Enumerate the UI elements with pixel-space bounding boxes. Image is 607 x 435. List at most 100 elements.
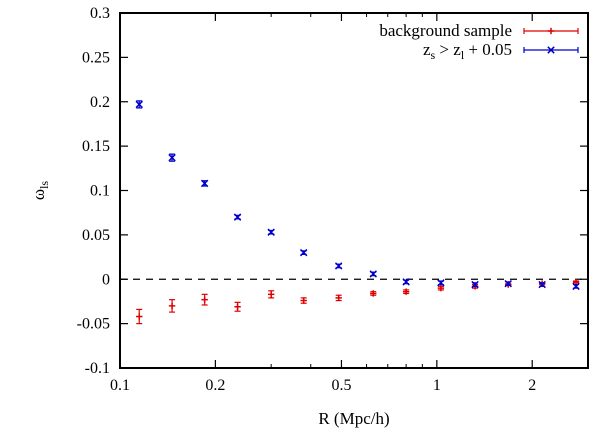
data-point: [168, 153, 176, 162]
y-tick-label: 0.25: [82, 49, 110, 66]
marker-stroke: [437, 279, 445, 287]
point-marker: [572, 282, 580, 291]
point-marker: [471, 280, 479, 289]
data-point: [504, 279, 512, 288]
x-tick-label: 0.1: [110, 377, 130, 394]
marker-stroke: [233, 213, 242, 221]
point-marker: [136, 313, 143, 320]
marker-stroke: [299, 248, 308, 257]
point-marker: [201, 296, 208, 303]
legend-label-mid: > z: [435, 40, 461, 59]
point-marker: [504, 279, 512, 288]
data-point: [334, 262, 343, 270]
legend-sample-background: [523, 27, 579, 35]
legend-label-sub-l: l: [461, 48, 465, 62]
data-point: [538, 280, 546, 289]
marker-stroke: [504, 279, 512, 288]
point-marker: [168, 153, 176, 162]
data-point: [135, 100, 143, 109]
point-marker: [267, 291, 275, 298]
point-marker: [369, 270, 377, 278]
marker-stroke: [135, 100, 143, 109]
y-axis-label: ωls: [29, 181, 51, 201]
point-marker: [437, 279, 445, 287]
data-point: [572, 282, 580, 291]
legend: background sample zs > zl + 0.05: [379, 21, 579, 62]
marker-stroke: [547, 46, 555, 54]
data-point: [234, 301, 241, 312]
data-point: [300, 297, 307, 304]
ticks-layer: -0.1 -0.05 0 0.05 0.1 0.15 0.2 0.25 0.3 0.1 0.2 0.5…: [77, 5, 589, 394]
legend-label-sub-s: s: [431, 48, 436, 62]
legend-sample-zs-cut: [523, 46, 579, 54]
point-marker: [437, 284, 445, 292]
data-point: [402, 278, 410, 286]
data-point: [136, 308, 143, 325]
data-point: [201, 293, 208, 306]
point-marker: [538, 280, 546, 289]
y-tick-label: -0.1: [85, 360, 110, 377]
legend-label-background: background sample: [379, 21, 512, 40]
data-point: [267, 228, 275, 236]
point-marker: [267, 228, 275, 236]
data-point: [267, 290, 275, 299]
data-point: [437, 279, 445, 287]
point-marker: [168, 302, 176, 310]
legend-label-tail: + 0.05: [464, 40, 512, 59]
x-axis-label: R (Mpc/h): [318, 409, 389, 428]
y-tick-label: -0.05: [77, 316, 110, 333]
y-axis-label-sub: ls: [37, 181, 51, 189]
y-axis-label-main: ω: [29, 189, 48, 200]
plot-frame: [119, 12, 589, 369]
legend-label-z1: z: [423, 40, 431, 59]
data-point: [471, 280, 479, 289]
y-tick-label: 0.3: [90, 5, 110, 22]
y-tick-label: 0: [102, 271, 110, 288]
legend-label-zs-cut: zs > zl + 0.05: [423, 40, 512, 62]
series-0: [136, 278, 580, 325]
marker-stroke: [572, 282, 580, 291]
marker-stroke: [369, 270, 377, 278]
marker-stroke: [402, 278, 410, 286]
y-tick-label: 0.05: [82, 227, 110, 244]
data-point: [437, 284, 445, 292]
marker-stroke: [471, 280, 479, 289]
data-point: [370, 290, 377, 297]
legend-marker: [547, 46, 555, 54]
marker-stroke: [200, 179, 209, 188]
x-tick-label: 0.5: [331, 377, 351, 394]
point-marker: [135, 100, 143, 109]
data-point: [335, 294, 342, 302]
point-marker: [299, 248, 308, 257]
point-marker: [233, 213, 242, 221]
data-point: [299, 248, 308, 257]
marker-stroke: [168, 153, 176, 162]
y-tick-label: 0.1: [90, 183, 110, 200]
point-marker: [234, 303, 241, 310]
y-tick-label: 0.2: [90, 94, 110, 111]
legend-marker: [547, 27, 555, 35]
point-marker: [402, 288, 410, 295]
point-marker: [300, 297, 307, 304]
series-1: [135, 100, 580, 291]
point-marker: [200, 179, 209, 188]
data-point: [369, 270, 377, 278]
marker-stroke: [538, 280, 546, 289]
point-marker: [334, 262, 343, 270]
x-tick-label: 0.2: [205, 377, 225, 394]
data-point: [402, 288, 410, 295]
data-point: [233, 213, 242, 221]
y-tick-label: 0.15: [82, 138, 110, 155]
x-tick-label: 1: [433, 377, 441, 394]
marker-stroke: [334, 262, 343, 270]
data-point: [168, 299, 176, 313]
point-marker: [370, 290, 377, 297]
x-tick-label: 2: [528, 377, 536, 394]
series-layer: [135, 100, 580, 325]
axes-layer: [119, 12, 589, 369]
point-marker: [335, 294, 342, 302]
marker-stroke: [267, 228, 275, 236]
data-point: [200, 179, 209, 188]
point-marker: [402, 278, 410, 286]
